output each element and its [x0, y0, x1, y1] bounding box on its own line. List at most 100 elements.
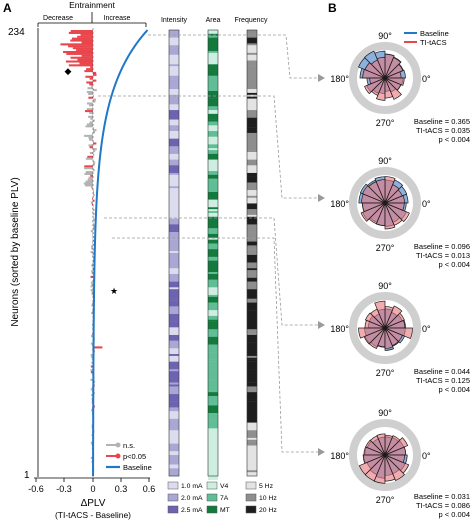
- condition-stripe: [247, 66, 257, 75]
- area-legend-item: MT: [220, 507, 230, 514]
- condition-stripe: [247, 142, 257, 151]
- condition-stripe: [169, 174, 179, 179]
- x-axis: [34, 477, 150, 482]
- condition-stripe: [169, 153, 179, 156]
- bar-ns: [93, 98, 96, 101]
- entrainment-bracket: [37, 12, 147, 27]
- bar-ns: [90, 456, 93, 459]
- bar-ns: [83, 182, 93, 185]
- condition-stripe: [247, 60, 257, 67]
- condition-stripe: [208, 113, 218, 120]
- bar-ns: [85, 157, 93, 160]
- condition-stripe: [169, 224, 179, 233]
- bar-significant: [70, 56, 93, 59]
- condition-stripe: [247, 378, 257, 383]
- bar-ns: [93, 148, 97, 151]
- condition-stripe: [247, 296, 257, 299]
- condition-stripe: [169, 188, 179, 195]
- legend-b-baseline: Baseline: [420, 29, 449, 38]
- condition-stripe: [169, 79, 179, 88]
- bar-ns: [93, 228, 95, 231]
- condition-stripe: [247, 315, 257, 319]
- bar-ns: [90, 281, 93, 284]
- bar-ns: [91, 323, 93, 326]
- area-title: Area: [206, 17, 221, 24]
- condition-stripe: [247, 422, 257, 431]
- bar-ns: [93, 150, 96, 153]
- condition-stripe: [169, 232, 179, 235]
- condition-stripe: [208, 178, 218, 181]
- condition-stripe: [169, 430, 179, 439]
- bar-significant: [92, 188, 93, 191]
- bar-ns: [93, 205, 94, 208]
- condition-stripe: [169, 321, 179, 328]
- condition-stripe: [208, 260, 218, 263]
- bar-ns: [93, 192, 94, 195]
- condition-stripe: [247, 232, 257, 237]
- condition-stripe: [208, 131, 218, 137]
- bar-ns: [93, 153, 95, 156]
- condition-stripe: [208, 249, 218, 256]
- condition-stripe: [169, 138, 179, 147]
- bar-ns: [92, 254, 93, 257]
- condition-stripe: [208, 180, 218, 185]
- rose-bin-ti: [384, 77, 402, 100]
- intensity-legend: [167, 481, 179, 514]
- condition-stripe: [208, 374, 218, 381]
- condition-stripe: [169, 87, 179, 90]
- condition-stripe: [169, 294, 179, 299]
- entrainment-title: Entrainment: [69, 0, 115, 10]
- x-axis-sublabel: (TI-tACS - Baseline): [55, 510, 131, 520]
- condition-stripe: [208, 464, 218, 473]
- angle-90: 90°: [378, 281, 392, 291]
- bar-ns: [93, 163, 95, 166]
- condition-stripe: [169, 245, 179, 248]
- condition-stripe: [247, 110, 257, 118]
- bar-ns: [90, 342, 93, 345]
- panel-a-legend: [106, 442, 121, 469]
- condition-stripe: [169, 100, 179, 105]
- increase-label: Increase: [104, 15, 131, 22]
- rose-bin-ti: [361, 193, 386, 204]
- condition-stripe: [247, 397, 257, 400]
- bar-significant: [72, 47, 93, 50]
- bar-ns: [92, 327, 93, 330]
- condition-stripe: [208, 413, 218, 421]
- bar-ns: [91, 85, 93, 88]
- condition-stripe: [208, 395, 218, 404]
- condition-stripe: [169, 201, 179, 206]
- condition-stripe: [208, 273, 218, 280]
- condition-stripe: [208, 233, 218, 238]
- condition-stripe: [208, 428, 218, 431]
- bar-ns: [90, 285, 93, 288]
- condition-stripe: [169, 369, 179, 372]
- condition-stripe: [247, 249, 257, 256]
- polar-plot-4: 90° 180° 0° 270° Baseline = 0.031 TI-tAC…: [330, 408, 470, 519]
- condition-stripe: [247, 361, 257, 370]
- condition-stripe: [247, 45, 257, 54]
- condition-stripe: [208, 37, 218, 44]
- bar-significant: [93, 71, 97, 74]
- condition-stripe: [247, 437, 257, 440]
- condition-stripe: [169, 348, 179, 355]
- condition-stripe: [247, 359, 257, 362]
- panel-b-label: B: [328, 1, 337, 15]
- condition-stripe: [169, 300, 179, 307]
- condition-stripe: [247, 401, 257, 410]
- rose-bin-ti: [384, 327, 413, 339]
- condition-stripe: [247, 392, 257, 397]
- condition-stripe: [247, 348, 257, 357]
- condition-stripe: [169, 262, 179, 269]
- rose-bin-ti: [384, 77, 405, 86]
- bar-significant: [70, 39, 93, 42]
- polar-plot-3: 90° 180° 0° 270° Baseline = 0.044 TI-tAC…: [330, 281, 470, 394]
- bar-ns: [92, 266, 93, 269]
- condition-stripe: [208, 405, 218, 414]
- rose-bin-ti: [363, 327, 386, 345]
- condition-stripe: [247, 132, 257, 136]
- bar-ns: [84, 134, 93, 137]
- condition-stripe: [247, 329, 257, 334]
- bar-ns: [86, 102, 93, 105]
- condition-stripe: [247, 172, 257, 177]
- bar-significant: [90, 66, 93, 69]
